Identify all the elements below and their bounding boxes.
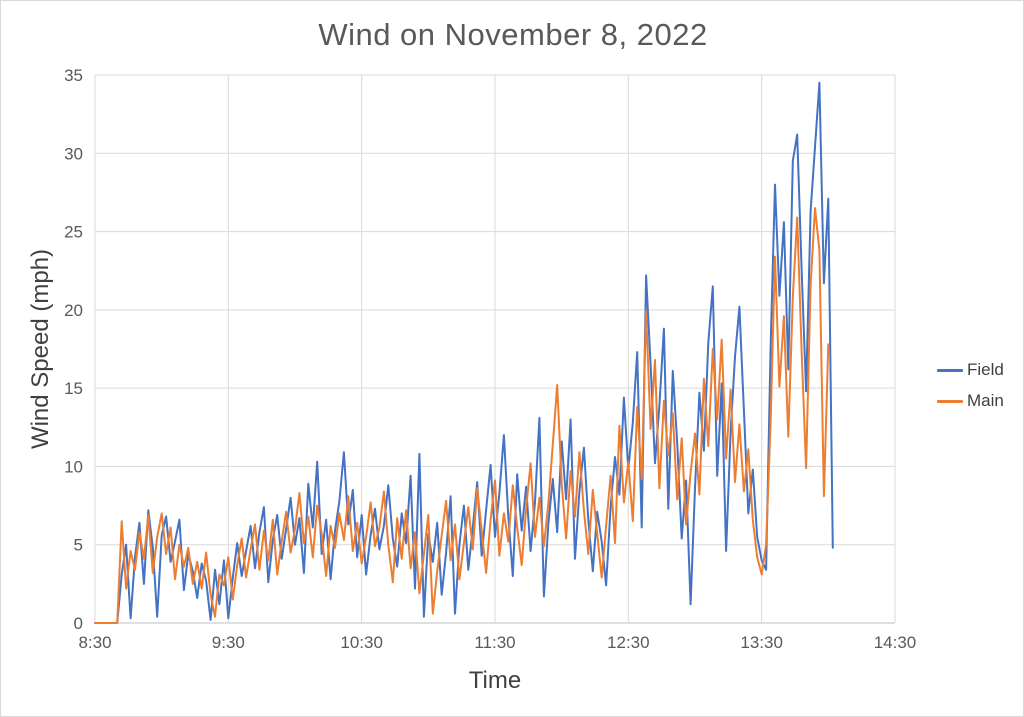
legend-label-main: Main xyxy=(967,391,1004,410)
y-tick-label: 35 xyxy=(64,66,83,85)
x-tick-label: 11:30 xyxy=(474,633,515,652)
legend-item-main: Main xyxy=(937,391,1004,411)
legend: Field Main xyxy=(937,360,1004,411)
x-tick-label: 12:30 xyxy=(607,633,650,652)
chart-title: Wind on November 8, 2022 xyxy=(318,17,708,52)
x-tick-label: 13:30 xyxy=(740,633,783,652)
series-line-main xyxy=(94,207,830,624)
legend-label-field: Field xyxy=(967,360,1004,379)
x-tick-label: 10:30 xyxy=(340,633,383,652)
y-tick-label: 0 xyxy=(74,614,83,633)
main-line-swatch xyxy=(937,399,963,403)
y-tick-label: 15 xyxy=(64,379,83,398)
x-tick-label: 9:30 xyxy=(212,633,245,652)
field-line-swatch xyxy=(937,368,963,372)
y-tick-label: 30 xyxy=(64,144,83,163)
y-tick-label: 5 xyxy=(74,536,83,555)
y-tick-label: 20 xyxy=(64,301,83,320)
y-tick-label: 10 xyxy=(64,457,83,476)
x-tick-label: 8:30 xyxy=(78,633,111,652)
x-tick-label: 14:30 xyxy=(874,633,917,652)
y-tick-label: 25 xyxy=(64,223,83,242)
x-axis-title: Time xyxy=(468,667,522,694)
legend-item-field: Field xyxy=(937,360,1004,380)
